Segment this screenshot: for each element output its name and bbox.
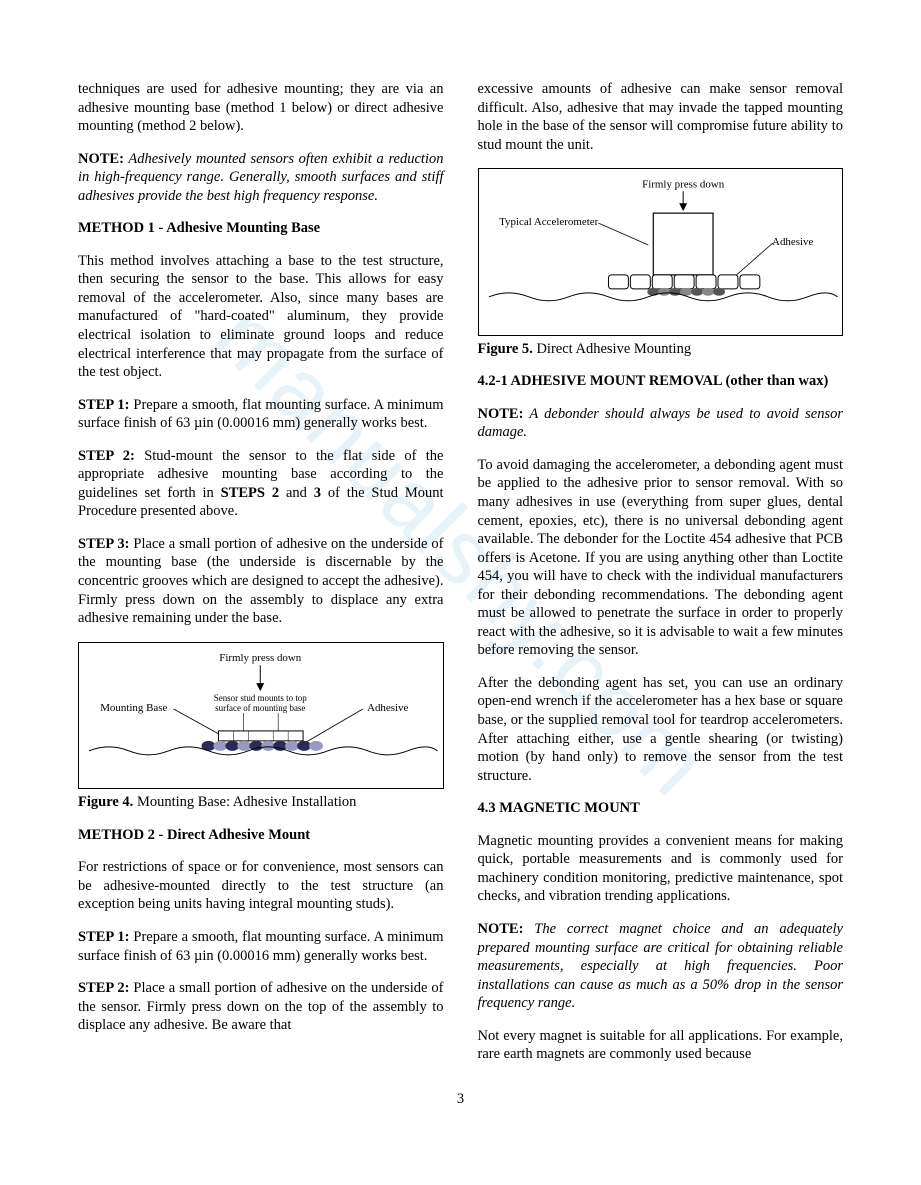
body-paragraph: To avoid damaging the accelerometer, a d… xyxy=(478,456,844,660)
figure-4: Firmly press down Mounting Base Sensor s… xyxy=(78,642,444,790)
fig5-press-label: Firmly press down xyxy=(642,178,725,190)
arrow-down-icon xyxy=(256,683,264,691)
figure-4-svg: Firmly press down Mounting Base Sensor s… xyxy=(79,643,443,783)
page-number: 3 xyxy=(78,1090,843,1109)
adhesive-blobs-icon xyxy=(201,741,322,751)
step-paragraph: STEP 1: Prepare a smooth, flat mounting … xyxy=(78,928,444,965)
inline-bold: STEPS 2 xyxy=(221,485,279,501)
fig4-mid-label-1: Sensor stud mounts to top xyxy=(214,693,308,703)
step-paragraph: STEP 2: Place a small portion of adhesiv… xyxy=(78,979,444,1035)
section-heading: METHOD 1 - Adhesive Mounting Base xyxy=(78,219,444,238)
figure-4-caption: Figure 4. Mounting Base: Adhesive Instal… xyxy=(78,793,444,812)
step-label: STEP 1: xyxy=(78,929,129,945)
body-paragraph: After the debonding agent has set, you c… xyxy=(478,674,844,785)
note-body: Adhesively mounted sensors often exhibit… xyxy=(78,151,444,204)
step-label: STEP 1: xyxy=(78,397,129,413)
note-paragraph: NOTE: A debonder should always be used t… xyxy=(478,405,844,442)
hex-nut-icon xyxy=(608,275,759,289)
body-paragraph: Magnetic mounting provides a convenient … xyxy=(478,832,844,906)
step-body: Place a small portion of adhesive on the… xyxy=(78,980,444,1033)
inline-bold: 3 xyxy=(314,485,321,501)
note-paragraph: NOTE: Adhesively mounted sensors often e… xyxy=(78,150,444,206)
fig4-right-label: Adhesive xyxy=(367,702,408,714)
step-label: STEP 2: xyxy=(78,448,135,464)
body-paragraph: This method involves attaching a base to… xyxy=(78,252,444,382)
step-label: STEP 2: xyxy=(78,980,129,996)
figure-5: Firmly press down Typical Accelerometer … xyxy=(478,168,844,336)
body-paragraph: excessive amounts of adhesive can make s… xyxy=(478,80,844,154)
figure-label: Figure 5. xyxy=(478,341,533,357)
fig5-right-label: Adhesive xyxy=(772,236,813,248)
note-label: NOTE: xyxy=(78,151,124,167)
section-heading: 4.3 MAGNETIC MOUNT xyxy=(478,799,844,818)
fig5-left-label: Typical Accelerometer xyxy=(499,216,598,228)
step-body: and xyxy=(279,485,314,501)
note-label: NOTE: xyxy=(478,921,524,937)
fig4-mid-label-2: surface of mounting base xyxy=(215,703,305,713)
body-paragraph: techniques are used for adhesive mountin… xyxy=(78,80,444,136)
figure-5-svg: Firmly press down Typical Accelerometer … xyxy=(479,169,843,329)
note-body: A debonder should always be used to avoi… xyxy=(478,406,844,441)
figure-title: Mounting Base: Adhesive Installation xyxy=(133,794,356,810)
figure-label: Figure 4. xyxy=(78,794,133,810)
arrow-down-icon xyxy=(679,203,687,211)
figure-title: Direct Adhesive Mounting xyxy=(533,341,691,357)
step-paragraph: STEP 1: Prepare a smooth, flat mounting … xyxy=(78,396,444,433)
step-paragraph: STEP 3: Place a small portion of adhesiv… xyxy=(78,535,444,628)
step-paragraph: STEP 2: Stud-mount the sensor to the fla… xyxy=(78,447,444,521)
body-paragraph: Not every magnet is suitable for all app… xyxy=(478,1027,844,1064)
figure-5-caption: Figure 5. Direct Adhesive Mounting xyxy=(478,340,844,359)
note-label: NOTE: xyxy=(478,406,524,422)
step-body: Prepare a smooth, flat mounting surface.… xyxy=(78,397,444,432)
body-paragraph: For restrictions of space or for conveni… xyxy=(78,858,444,914)
fig4-left-label: Mounting Base xyxy=(100,702,167,714)
note-body: The correct magnet choice and an adequat… xyxy=(478,921,844,1011)
section-heading: METHOD 2 - Direct Adhesive Mount xyxy=(78,826,444,845)
section-heading: 4.2-1 ADHESIVE MOUNT REMOVAL (other than… xyxy=(478,372,844,391)
fig4-press-label: Firmly press down xyxy=(219,652,302,664)
step-body: Prepare a smooth, flat mounting surface.… xyxy=(78,929,444,964)
note-paragraph: NOTE: The correct magnet choice and an a… xyxy=(478,920,844,1013)
step-label: STEP 3: xyxy=(78,536,129,552)
step-body: Place a small portion of adhesive on the… xyxy=(78,536,444,626)
